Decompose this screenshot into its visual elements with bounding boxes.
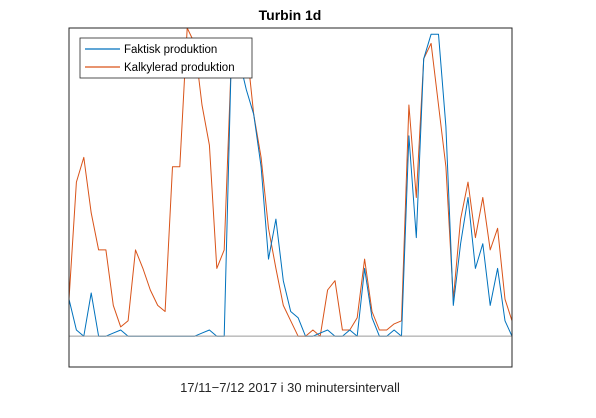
legend-label-faktisk: Faktisk produktion <box>124 44 217 56</box>
plot-border <box>68 27 513 368</box>
chart-title: Turbin 1d <box>259 7 322 23</box>
x-axis-label: 17/11−7/12 2017 i 30 minutersintervall <box>180 380 400 395</box>
legend-box <box>79 37 253 79</box>
legend[interactable]: Faktisk produktion Kalkylerad produktion <box>79 37 253 79</box>
series-line-1 <box>68 27 513 337</box>
plot-area <box>69 28 512 367</box>
legend-label-kalkylerad: Kalkylerad produktion <box>124 62 235 74</box>
